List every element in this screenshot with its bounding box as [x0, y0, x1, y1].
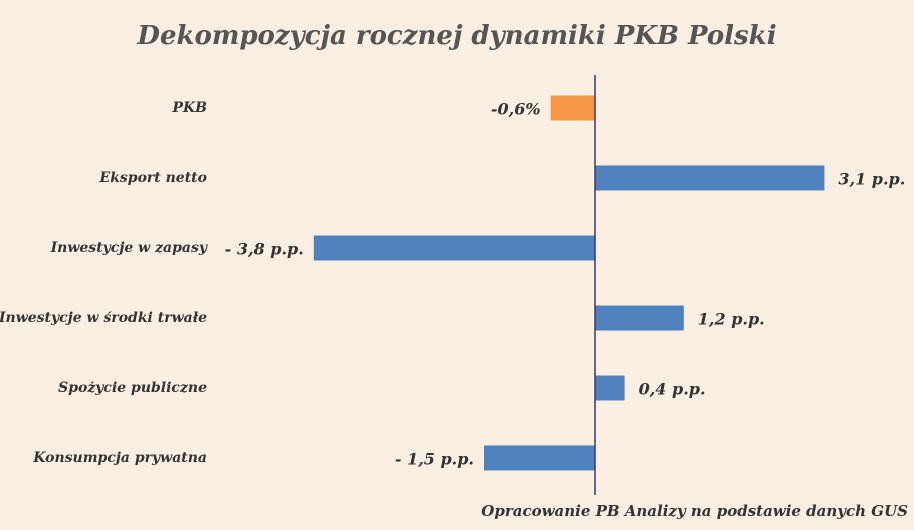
- category-label: Inwestycje w zapasy: [50, 240, 208, 256]
- value-label: 3,1 p.p.: [838, 170, 905, 189]
- category-label: Konsumpcja prywatna: [32, 450, 207, 466]
- category-label: Inwestycje w środki trwałe: [0, 310, 207, 326]
- value-label: 1,2 p.p.: [698, 310, 765, 329]
- bar: [550, 95, 595, 121]
- bar: [595, 305, 684, 331]
- bar: [595, 165, 825, 191]
- category-label: Spożycie publiczne: [58, 380, 207, 396]
- value-label: - 3,8 p.p.: [225, 240, 304, 259]
- bar: [595, 375, 625, 401]
- category-label: PKB: [171, 100, 207, 116]
- value-label: -0,6%: [491, 100, 541, 119]
- chart-title: Dekompozycja rocznej dynamiki PKB Polski: [136, 21, 776, 51]
- value-label: - 1,5 p.p.: [395, 450, 474, 469]
- bar: [313, 235, 595, 261]
- note: Opracowanie PB Analizy na podstawie dany…: [481, 502, 908, 520]
- bar: [484, 445, 595, 471]
- value-label: 0,4 p.p.: [639, 380, 706, 399]
- category-label: Eksport netto: [99, 170, 207, 186]
